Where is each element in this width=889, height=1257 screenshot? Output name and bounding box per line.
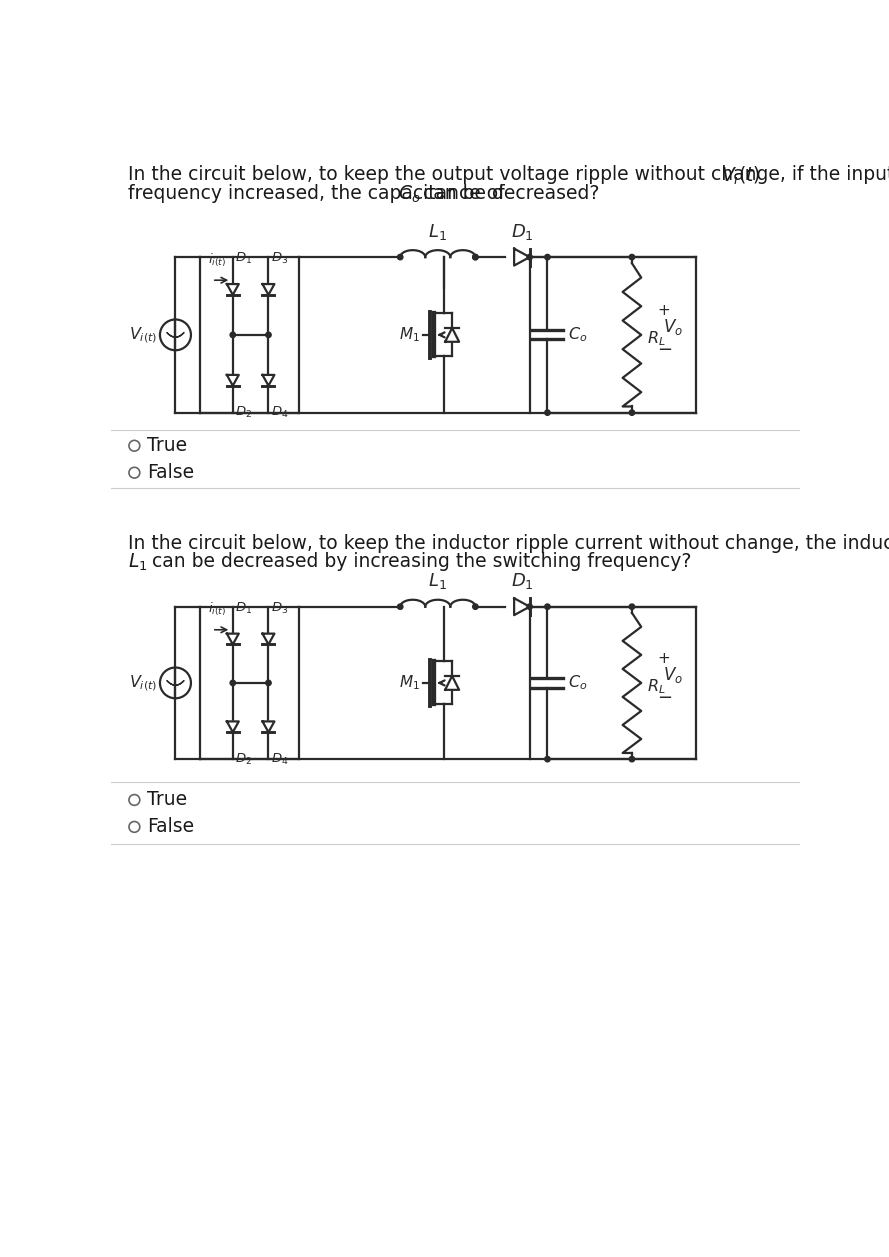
Text: $C_o$: $C_o$ <box>568 326 588 344</box>
Text: $D_1$: $D_1$ <box>510 571 533 591</box>
Text: $R_L$: $R_L$ <box>647 678 666 696</box>
Polygon shape <box>227 722 239 732</box>
Text: −: − <box>658 689 673 708</box>
Text: $M_1$: $M_1$ <box>399 326 420 344</box>
Circle shape <box>629 757 635 762</box>
Polygon shape <box>227 284 239 295</box>
Polygon shape <box>262 634 275 645</box>
Circle shape <box>266 332 271 338</box>
Text: In the circuit below, to keep the output voltage ripple without change, if the i: In the circuit below, to keep the output… <box>128 165 889 184</box>
Polygon shape <box>227 634 239 645</box>
Circle shape <box>473 254 478 260</box>
Polygon shape <box>262 722 275 732</box>
Text: True: True <box>147 791 187 810</box>
Text: $i_{i(t)}$: $i_{i(t)}$ <box>208 601 227 618</box>
Polygon shape <box>445 676 459 690</box>
Text: $D_2$: $D_2$ <box>235 752 252 767</box>
Circle shape <box>545 757 550 762</box>
Circle shape <box>473 254 478 260</box>
Text: +: + <box>658 303 670 318</box>
Circle shape <box>230 332 236 338</box>
Text: $V_{i(t)}$: $V_{i(t)}$ <box>129 672 156 693</box>
Text: $V_i(t)$: $V_i(t)$ <box>721 165 760 187</box>
Text: can be decreased?: can be decreased? <box>417 184 599 202</box>
Text: $D_1$: $D_1$ <box>235 601 252 616</box>
Text: $C_o$: $C_o$ <box>568 674 588 693</box>
Text: frequency increased, the capacitance of: frequency increased, the capacitance of <box>128 184 511 202</box>
Circle shape <box>527 603 533 610</box>
Text: +: + <box>658 651 670 666</box>
Circle shape <box>473 603 478 610</box>
Text: True: True <box>147 436 187 455</box>
Text: $L_1$: $L_1$ <box>128 552 148 573</box>
Text: $D_4$: $D_4$ <box>271 752 288 767</box>
Text: $D_4$: $D_4$ <box>271 405 288 420</box>
Text: $M_1$: $M_1$ <box>399 674 420 693</box>
Polygon shape <box>227 375 239 386</box>
Circle shape <box>397 254 403 260</box>
Polygon shape <box>262 284 275 295</box>
Circle shape <box>545 410 550 415</box>
Circle shape <box>527 254 533 260</box>
Text: False: False <box>147 817 194 836</box>
Circle shape <box>545 603 550 610</box>
Text: $L_1$: $L_1$ <box>428 571 447 591</box>
Circle shape <box>266 680 271 685</box>
Polygon shape <box>445 328 459 342</box>
Text: −: − <box>658 341 673 360</box>
Text: In the circuit below, to keep the inductor ripple current without change, the in: In the circuit below, to keep the induct… <box>128 533 889 553</box>
Text: can be decreased by increasing the switching frequency?: can be decreased by increasing the switc… <box>146 552 692 571</box>
Text: $D_3$: $D_3$ <box>271 601 288 616</box>
Circle shape <box>397 603 403 610</box>
Circle shape <box>230 680 236 685</box>
Circle shape <box>629 410 635 415</box>
Circle shape <box>629 254 635 260</box>
Polygon shape <box>514 598 530 615</box>
Text: $D_1$: $D_1$ <box>510 221 533 241</box>
Text: $L_1$: $L_1$ <box>428 221 447 241</box>
Text: $V_{i(t)}$: $V_{i(t)}$ <box>129 326 156 344</box>
Text: $D_1$: $D_1$ <box>235 251 252 266</box>
Text: $D_3$: $D_3$ <box>271 251 288 266</box>
Text: $V_o$: $V_o$ <box>663 317 683 337</box>
Polygon shape <box>262 375 275 386</box>
Circle shape <box>545 254 550 260</box>
Text: $i_{i(t)}$: $i_{i(t)}$ <box>208 251 227 269</box>
Text: $D_2$: $D_2$ <box>235 405 252 420</box>
Circle shape <box>629 603 635 610</box>
Polygon shape <box>514 249 530 265</box>
Text: $V_o$: $V_o$ <box>663 665 683 685</box>
Text: $R_L$: $R_L$ <box>647 329 666 348</box>
Text: False: False <box>147 463 194 483</box>
Text: $C_o$: $C_o$ <box>398 184 420 205</box>
